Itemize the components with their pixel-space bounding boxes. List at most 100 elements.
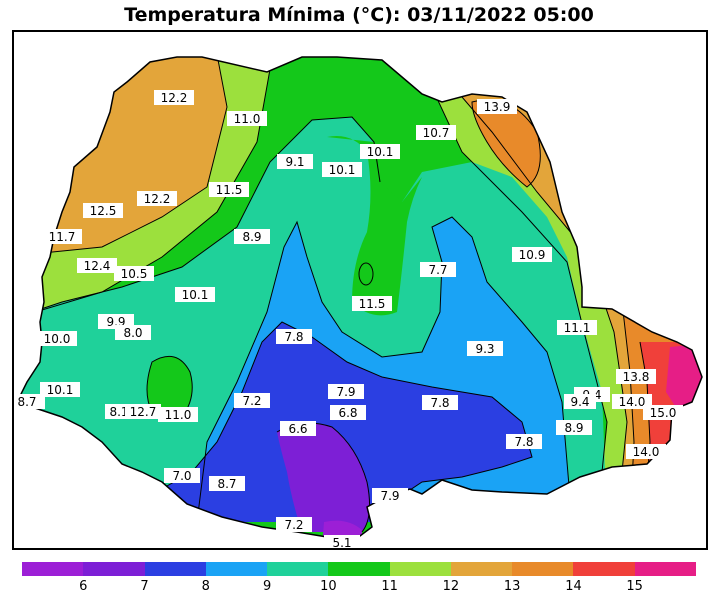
svg-text:9.1: 9.1: [285, 155, 304, 169]
station-label: 13.9: [477, 99, 517, 114]
svg-text:11.1: 11.1: [564, 321, 591, 335]
svg-text:7.2: 7.2: [284, 518, 303, 532]
contour-line: [146, 321, 533, 503]
station-label: 11.1: [557, 320, 597, 335]
temperature-map: 12.2 11.0 13.9 10.7 9.1 10.1 10.1 12.2 1…: [14, 56, 703, 548]
station-label: 14.0: [626, 444, 666, 459]
svg-text:11.0: 11.0: [165, 408, 192, 422]
station-label: 7.2: [234, 393, 270, 408]
legend-swatch: [144, 562, 206, 576]
station-label: 11.7: [42, 229, 82, 244]
station-label: 9.3: [467, 341, 503, 356]
legend-swatch: [512, 562, 574, 576]
svg-text:8.9: 8.9: [564, 421, 583, 435]
contour-line: [421, 57, 608, 523]
svg-text:7.0: 7.0: [172, 469, 191, 483]
svg-text:8.9: 8.9: [242, 230, 261, 244]
svg-text:9.4: 9.4: [570, 395, 589, 409]
svg-text:10.1: 10.1: [329, 163, 356, 177]
svg-text:12.4: 12.4: [84, 259, 111, 273]
contour-line: [196, 216, 573, 523]
station-label: 7.9: [372, 488, 408, 503]
station-label: 11.0: [227, 111, 267, 126]
station-label: 10.9: [512, 247, 552, 262]
station-label: 6.6: [280, 421, 316, 436]
legend-tick: 7: [140, 579, 149, 594]
region-10-11-island: [359, 263, 373, 285]
color-legend: 6 7 8 9 10 11 12 13 14 15: [22, 562, 696, 598]
svg-text:9.3: 9.3: [475, 342, 494, 356]
svg-text:7.8: 7.8: [430, 396, 449, 410]
station-label: 7.0: [164, 468, 200, 483]
svg-text:10.9: 10.9: [519, 248, 546, 262]
svg-text:15.0: 15.0: [650, 406, 677, 420]
svg-text:11.5: 11.5: [216, 183, 243, 197]
legend-swatch: [22, 562, 84, 576]
svg-text:6.6: 6.6: [288, 422, 307, 436]
svg-text:7.8: 7.8: [514, 435, 533, 449]
legend-tick: 9: [262, 579, 272, 594]
station-label: 7.8: [276, 329, 312, 344]
svg-text:7.7: 7.7: [428, 263, 447, 277]
legend-swatch: [205, 562, 268, 576]
map-title: Temperatura Mínima (°C): 03/11/2022 05:0…: [124, 4, 594, 26]
legend-swatch: [389, 562, 451, 576]
station-label: 10.1: [40, 382, 80, 397]
legend-color-bar: [22, 562, 696, 576]
station-label: 7.7: [420, 262, 456, 277]
region-10-11-central: [327, 136, 422, 316]
station-label: 5.1: [324, 535, 360, 548]
legend-tick: 14: [565, 579, 582, 594]
station-label: 8.0: [115, 325, 151, 340]
station-label: 7.8: [422, 395, 458, 410]
legend-tick: 15: [626, 579, 643, 594]
station-label: 6.8: [330, 405, 366, 420]
svg-text:10.0: 10.0: [44, 332, 71, 346]
svg-text:5.1: 5.1: [332, 536, 351, 548]
svg-text:12.5: 12.5: [90, 204, 117, 218]
svg-text:11.5: 11.5: [359, 297, 386, 311]
svg-text:6.8: 6.8: [338, 406, 357, 420]
station-label: 11.0: [158, 407, 198, 422]
legend-tick: 13: [503, 579, 521, 594]
svg-text:10.7: 10.7: [423, 126, 450, 140]
station-label: 12.2: [137, 191, 177, 206]
station-labels: 12.2 11.0 13.9 10.7 9.1 10.1 10.1 12.2 1…: [14, 90, 683, 548]
station-label: 10.5: [114, 266, 154, 281]
region-6-7: [277, 423, 370, 532]
legend-swatch: [328, 562, 390, 576]
contour-line: [17, 57, 228, 258]
legend-tick: 12: [442, 579, 460, 594]
svg-text:7.9: 7.9: [336, 385, 355, 399]
svg-text:12.2: 12.2: [144, 192, 171, 206]
station-label: 12.4: [77, 258, 117, 273]
station-label: 15.0: [643, 405, 683, 420]
legend-swatch: [83, 562, 145, 576]
station-label: 10.0: [37, 331, 77, 346]
svg-text:14.0: 14.0: [633, 445, 660, 459]
region-15-16-coast: [666, 342, 702, 422]
svg-text:14.0: 14.0: [619, 395, 646, 409]
svg-text:8.7: 8.7: [217, 477, 236, 491]
legend-tick: 8: [201, 579, 210, 594]
legend-swatch: [573, 562, 635, 576]
svg-text:10.1: 10.1: [47, 383, 74, 397]
legend-swatch: [450, 562, 513, 576]
svg-text:8.1: 8.1: [109, 405, 128, 419]
svg-text:11.0: 11.0: [234, 112, 261, 126]
contour-line: [358, 262, 374, 286]
svg-text:8.0: 8.0: [123, 326, 142, 340]
station-label: 8.7: [209, 476, 245, 491]
svg-text:7.2: 7.2: [242, 394, 261, 408]
svg-text:13.9: 13.9: [484, 100, 511, 114]
svg-text:13.8: 13.8: [623, 370, 650, 384]
legend-tick-labels: 6 7 8 9 10 11 12 13 14 15: [22, 579, 696, 595]
svg-text:10.5: 10.5: [121, 267, 148, 281]
station-label: 14.0: [612, 394, 652, 409]
legend-tick: 6: [79, 579, 88, 594]
svg-text:7.9: 7.9: [380, 489, 399, 503]
region-13-14-north: [472, 100, 541, 187]
region-7-8: [142, 322, 532, 522]
station-label: 11.5: [209, 182, 249, 197]
station-label: 12.2: [154, 90, 194, 105]
